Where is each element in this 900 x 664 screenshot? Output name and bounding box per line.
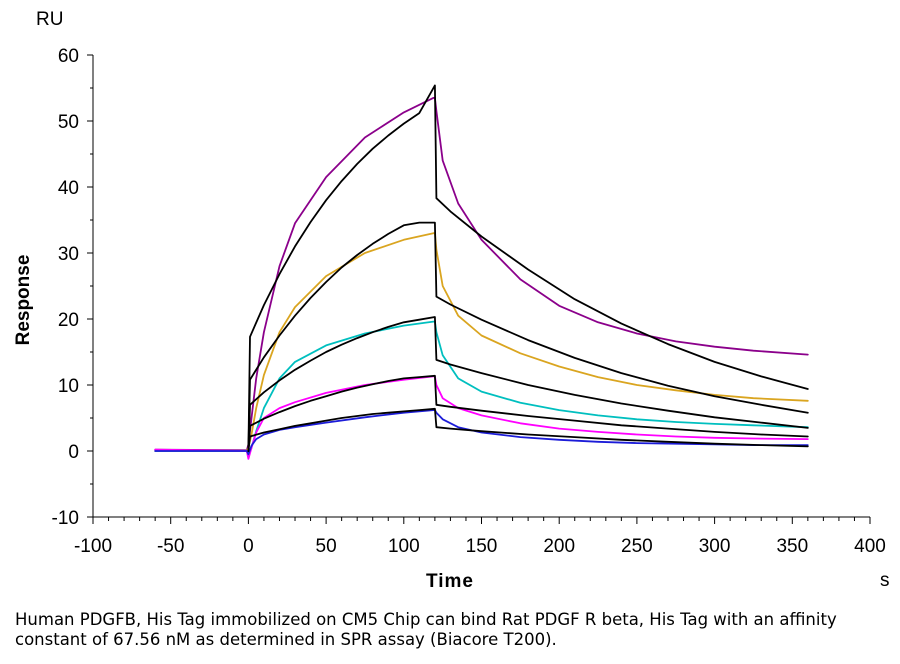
y-tick-label: 40 (58, 178, 79, 199)
x-tick-label: 350 (776, 536, 808, 557)
y-tick-label: 0 (68, 442, 79, 463)
x-tick-label: 200 (543, 536, 575, 557)
y-tick-label: -10 (52, 508, 79, 529)
y-tick-label: 10 (58, 376, 79, 397)
series-line-9 (247, 374, 809, 452)
series-line-4 (154, 375, 809, 460)
series-line-1 (154, 97, 809, 452)
x-axis: -100 -50 0 50 100 150 200 250 300 350 400 (74, 516, 886, 557)
x-tick-label: 300 (699, 536, 731, 557)
y-tick-label: 20 (58, 310, 79, 331)
x-tick-label: 250 (621, 536, 653, 557)
y-tick-label: 50 (58, 112, 79, 133)
figure-caption: Human PDGFB, His Tag immobilized on CM5 … (15, 610, 837, 649)
x-axis-title: Time (426, 571, 474, 592)
y-axis-unit-label: RU (36, 9, 63, 30)
x-tick-label: 100 (388, 536, 420, 557)
y-tick-label: 60 (58, 46, 79, 67)
x-tick-label: 0 (243, 536, 254, 557)
x-tick-label: -50 (157, 536, 184, 557)
series-line-7 (247, 221, 809, 452)
y-tick-label: 30 (58, 244, 79, 265)
series-line-10 (247, 407, 809, 452)
series-line-6 (247, 84, 809, 452)
plot-series (154, 84, 809, 460)
y-axis-title: Response (13, 255, 34, 346)
x-tick-label: -100 (74, 536, 112, 557)
y-axis: -10 0 10 20 30 40 50 60 (52, 46, 94, 529)
x-axis-unit-label: s (880, 570, 890, 591)
series-line-8 (247, 316, 809, 452)
x-tick-label: 50 (316, 536, 337, 557)
x-tick-label: 400 (854, 536, 886, 557)
series-line-2 (154, 232, 809, 452)
x-tick-label: 150 (466, 536, 498, 557)
